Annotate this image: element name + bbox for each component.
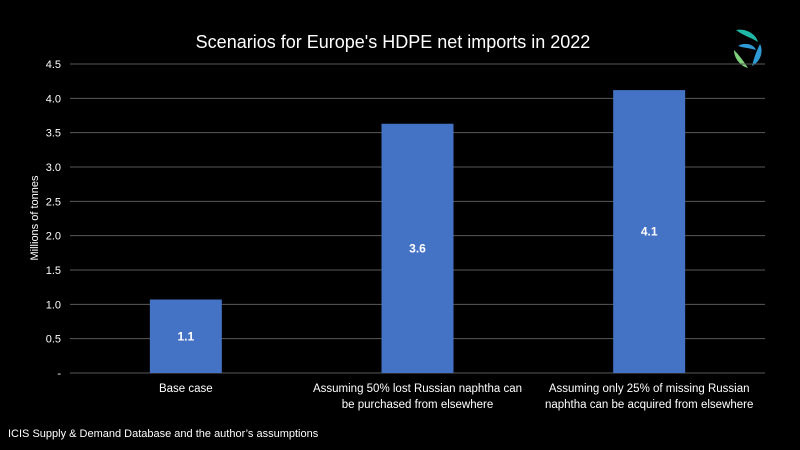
x-axis-categories: Base case Assuming 50% lost Russian napht… [159, 383, 753, 411]
y-axis-ticks: - 0.5 1.0 1.5 2.0 2.5 3.0 3.5 4.0 4.5 [46, 59, 62, 380]
bar [149, 299, 222, 373]
y-tick-label: 3.5 [46, 128, 61, 140]
chart-title: Scenarios for Europe's HDPE net imports … [196, 32, 591, 52]
x-category-label: Base case [159, 383, 213, 395]
bar [613, 90, 686, 374]
x-category-label: Assuming only 25% of missing Russian [549, 383, 750, 395]
y-tick-label: 4.0 [46, 93, 61, 105]
y-tick-label: 1.0 [46, 299, 61, 311]
data-label: 4.1 [641, 225, 658, 239]
x-category-label: Assuming 50% lost Russian naphtha can [313, 383, 522, 395]
y-tick-label: 2.0 [46, 231, 61, 243]
y-tick-label: 1.5 [46, 265, 61, 277]
data-label: 3.6 [409, 241, 426, 255]
data-labels: 1.1 3.6 4.1 [177, 225, 657, 344]
x-category-label: naphtha can be acquired from elsewhere [545, 399, 753, 411]
source-note: ICIS Supply & Demand Database and the au… [8, 428, 319, 440]
y-axis-label: Millions of tonnes [29, 175, 41, 260]
y-tick-label: 3.0 [46, 162, 61, 174]
y-tick-label: - [57, 368, 61, 380]
bar [381, 123, 454, 374]
x-category-label: be purchased from elsewhere [342, 399, 494, 411]
icis-swirl-logo-icon [734, 29, 762, 68]
y-tick-label: 4.5 [46, 59, 61, 71]
y-tick-label: 0.5 [46, 334, 61, 346]
bars [149, 90, 686, 374]
y-tick-label: 2.5 [46, 196, 61, 208]
data-label: 1.1 [177, 329, 194, 343]
